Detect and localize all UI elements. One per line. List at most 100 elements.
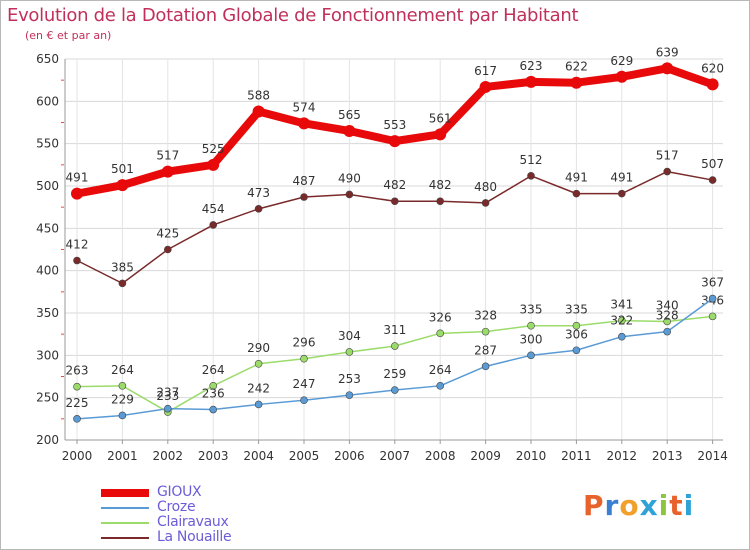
data-label: 311 — [383, 323, 406, 337]
data-point — [527, 321, 535, 330]
legend-swatch — [101, 507, 149, 509]
data-label: 491 — [610, 171, 633, 185]
data-label: 482 — [429, 178, 452, 192]
data-label: 225 — [66, 396, 89, 410]
y-tick-label: 650 — [36, 52, 59, 66]
y-tick-label: 250 — [36, 391, 59, 405]
data-label: 328 — [474, 309, 497, 323]
data-label: 306 — [565, 327, 588, 341]
data-label: 229 — [111, 392, 134, 406]
data-label: 487 — [293, 174, 316, 188]
legend-label: Clairavaux — [157, 514, 229, 530]
data-point — [254, 205, 263, 213]
data-point — [345, 348, 354, 356]
y-tick-label: 450 — [36, 221, 59, 235]
y-tick-label: 300 — [36, 348, 59, 362]
x-tick-label: 2005 — [289, 449, 320, 463]
data-point — [479, 80, 492, 93]
data-point — [345, 190, 354, 199]
x-tick-label: 2009 — [470, 449, 501, 463]
data-label: 290 — [247, 341, 270, 355]
data-point — [254, 400, 263, 409]
data-point — [207, 158, 220, 171]
data-point — [663, 317, 672, 326]
data-point — [345, 391, 354, 399]
data-label: 525 — [202, 142, 225, 156]
data-point — [708, 312, 717, 321]
data-point — [481, 327, 490, 336]
x-tick-label: 2014 — [697, 449, 728, 463]
data-label: 296 — [293, 336, 316, 350]
data-point — [73, 415, 81, 423]
data-label: 367 — [701, 276, 724, 290]
data-label: 287 — [474, 343, 497, 357]
x-tick-label: 2011 — [561, 449, 592, 463]
x-tick-label: 2000 — [62, 449, 93, 463]
brand-letter: o — [619, 489, 640, 522]
data-label: 328 — [656, 309, 679, 323]
data-label: 553 — [383, 118, 406, 132]
data-label: 622 — [565, 60, 588, 74]
y-tick-label: 500 — [36, 179, 59, 193]
data-point — [300, 354, 308, 363]
y-tick-label: 200 — [36, 433, 59, 447]
x-tick-label: 2013 — [652, 449, 683, 463]
data-point — [390, 197, 399, 206]
legend-label: GIOUX — [157, 484, 202, 500]
data-point — [164, 404, 172, 413]
brand-letter: x — [639, 489, 659, 522]
data-label: 512 — [520, 153, 543, 167]
data-point — [706, 78, 719, 91]
data-label: 482 — [383, 178, 406, 192]
data-label: 501 — [111, 162, 134, 176]
data-point — [118, 279, 127, 288]
data-point — [617, 189, 626, 198]
data-point — [209, 405, 217, 414]
chart-legend: GIOUX Croze Clairavaux La Nouaille — [101, 484, 341, 546]
legend-swatch — [101, 537, 149, 539]
series-clairavaux: 263 264 233 264 290 296 304 311 326 328 335 335 341 3… — [66, 293, 724, 416]
data-point — [118, 382, 127, 390]
data-label: 623 — [520, 59, 543, 73]
data-label: 517 — [656, 149, 679, 163]
data-label: 264 — [429, 363, 452, 377]
data-point — [209, 382, 217, 390]
series-gioux: 491 501 517 525 588 574 565 553 561 617 623 622 629 6… — [66, 45, 724, 200]
data-point — [300, 396, 308, 405]
data-label: 425 — [156, 227, 179, 241]
data-point — [73, 382, 81, 391]
data-point — [390, 342, 399, 350]
data-point — [161, 165, 174, 178]
data-label: 620 — [701, 61, 724, 75]
plot-area — [65, 59, 723, 440]
x-tick-label: 2010 — [516, 449, 547, 463]
data-point — [708, 176, 717, 184]
y-tick-label: 400 — [36, 264, 59, 278]
brand-letter: P — [583, 489, 605, 522]
data-point — [708, 294, 717, 303]
data-label: 473 — [247, 186, 270, 200]
data-point — [343, 124, 356, 137]
data-point — [73, 256, 81, 265]
data-label: 264 — [202, 363, 225, 377]
data-point — [300, 193, 308, 201]
brand-letter: i — [683, 489, 695, 522]
data-label: 237 — [156, 386, 179, 400]
legend-swatch — [101, 489, 149, 497]
x-tick-label: 2002 — [153, 449, 184, 463]
data-label: 490 — [338, 171, 361, 185]
y-tick-label: 550 — [36, 137, 59, 151]
data-label: 412 — [66, 238, 89, 252]
data-label: 236 — [202, 387, 225, 401]
data-point — [71, 187, 83, 200]
data-label: 322 — [610, 314, 633, 328]
legend-item: Croze — [101, 499, 341, 516]
data-label: 454 — [202, 202, 225, 216]
data-point — [663, 327, 672, 336]
series-croze: 225 229 237 236 242 247 253 259 264 287 300 306 322 3… — [66, 276, 724, 423]
data-point — [298, 117, 310, 130]
data-point — [570, 76, 583, 89]
data-point — [118, 411, 127, 420]
data-label: 565 — [338, 108, 361, 122]
data-label: 335 — [565, 303, 588, 317]
